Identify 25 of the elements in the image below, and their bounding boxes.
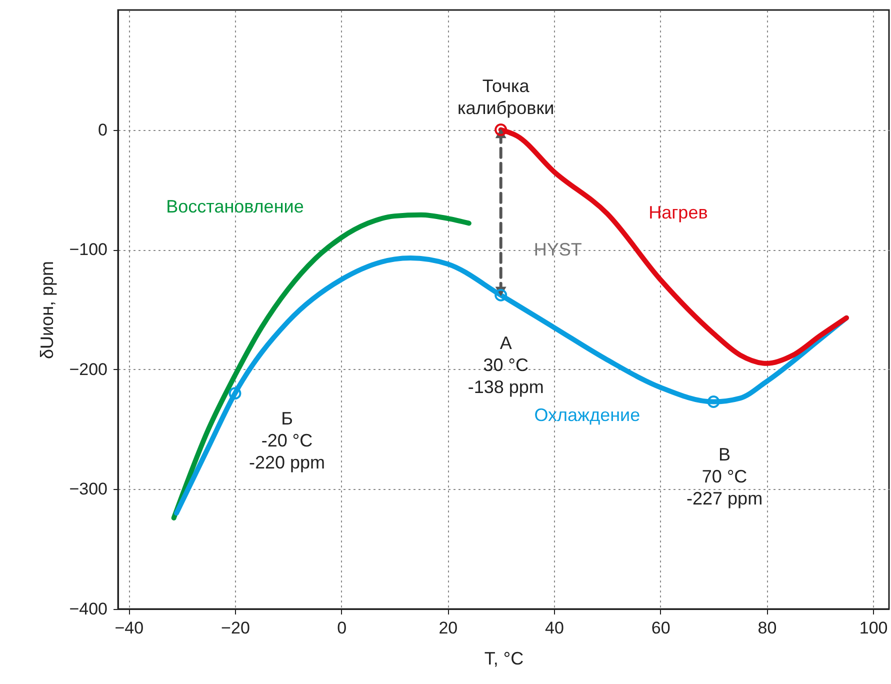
y-tick-label: 0 bbox=[98, 120, 108, 140]
annotation: Точка калибровки bbox=[458, 76, 554, 118]
x-tick-label: 100 bbox=[859, 618, 888, 638]
annotation: В 70 °C -227 ppm bbox=[686, 444, 763, 509]
x-axis-title: T, °C bbox=[484, 648, 524, 668]
annotation: A 30 °C -138 ppm bbox=[468, 333, 544, 398]
y-tick-label: −100 bbox=[69, 240, 108, 260]
y-tick-label: −200 bbox=[69, 360, 108, 379]
annotation: HYST bbox=[534, 239, 582, 260]
y-tick-label: −400 bbox=[69, 600, 108, 618]
x-tick-label: 0 bbox=[337, 618, 347, 638]
series-label: Нагрев bbox=[648, 202, 708, 223]
point bbox=[707, 396, 720, 408]
annotation: Б -20 °C -220 ppm bbox=[248, 408, 326, 472]
x-tick-label: 60 bbox=[651, 618, 670, 638]
point bbox=[228, 387, 242, 400]
x-tick-label: −20 bbox=[221, 618, 250, 638]
x-tick-label: 40 bbox=[545, 618, 564, 638]
y-axis-title: δUион, ppm bbox=[37, 260, 58, 360]
x-tick-label: 80 bbox=[758, 618, 777, 638]
x-tick-label: 20 bbox=[438, 618, 458, 638]
text: Восстановление bbox=[166, 196, 304, 216]
y-tick-label: −300 bbox=[69, 480, 108, 499]
series-label: Охлаждение bbox=[534, 404, 640, 425]
x-tick-label: −40 bbox=[114, 618, 144, 638]
